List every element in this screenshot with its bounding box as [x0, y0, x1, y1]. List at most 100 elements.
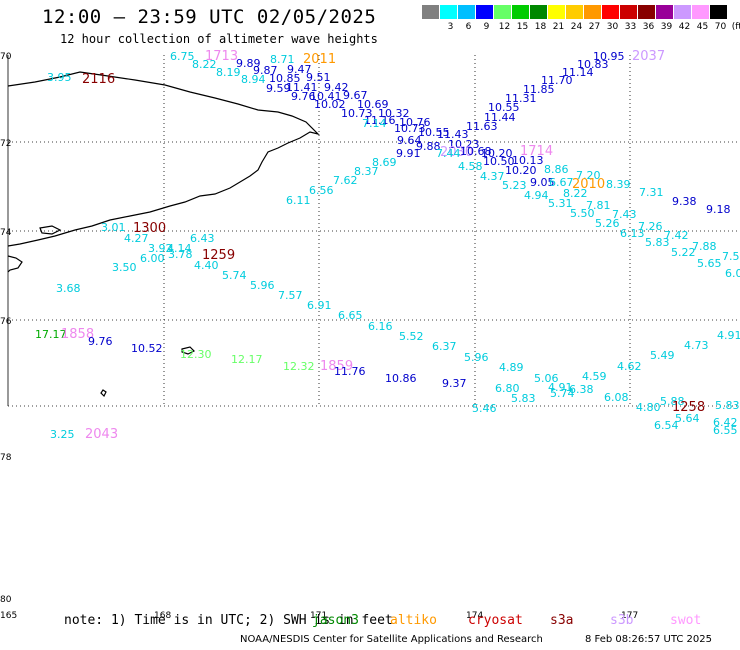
- pass-time-label: 2037: [632, 49, 665, 64]
- wave-height-label: 6.0: [725, 267, 740, 280]
- wave-height-label: 11.70: [541, 74, 573, 87]
- wave-height-label: 7.31: [639, 186, 664, 199]
- wave-height-label: 6.55: [713, 424, 738, 437]
- wave-height-label: 10.73: [341, 107, 373, 120]
- wave-height-label: 4.89: [499, 361, 524, 374]
- colorbar-swatch: [494, 5, 511, 19]
- pass-time-label: 2043: [85, 427, 118, 442]
- wave-height-label: 5.74: [550, 387, 575, 400]
- colorbar-swatch: [656, 5, 673, 19]
- wave-height-label: 6.42: [713, 416, 738, 429]
- colorbar-label: 24: [570, 22, 583, 32]
- wave-height-label: 5.96: [464, 351, 489, 364]
- legend-jason3: jason3: [312, 613, 359, 628]
- wave-height-label: 7.88: [692, 240, 717, 253]
- wave-height-label: 10.86: [385, 372, 417, 385]
- wave-height-label: 7.26: [638, 220, 663, 233]
- colorbar-swatch: [458, 5, 475, 19]
- wave-height-label: 10.23: [448, 138, 480, 151]
- colorbar-label: 12: [498, 22, 511, 32]
- wave-height-label: 9.37: [442, 377, 467, 390]
- wave-height-label: 11.16: [364, 114, 396, 127]
- pass-time-label: 1258: [672, 400, 705, 415]
- wave-height-label: 8.71: [270, 53, 295, 66]
- wave-height-label: 5.96: [250, 279, 275, 292]
- graticule: [8, 55, 740, 407]
- wave-height-label: 5.88: [660, 395, 685, 408]
- lat-label: 72: [0, 139, 11, 149]
- lon-label: 177: [621, 611, 638, 621]
- wave-height-label: 9.38: [672, 195, 697, 208]
- wave-height-label: 10.20: [505, 164, 537, 177]
- lat-label: 70: [0, 52, 12, 62]
- colorbar-swatch: [620, 5, 637, 19]
- wave-height-label: 3.78: [168, 248, 193, 261]
- wave-height-label: 9.18: [706, 203, 731, 216]
- wave-height-label: 6.37: [432, 340, 457, 353]
- wave-height-label: 7.14: [362, 117, 387, 130]
- wave-height-label: 6.00: [140, 252, 165, 265]
- wave-height-label: 11.63: [466, 120, 498, 133]
- wave-height-label: 17.17: [35, 328, 67, 341]
- lon-label: 168: [154, 611, 171, 621]
- pass-time-label: 2030: [440, 145, 473, 160]
- wave-height-label: 7.81: [586, 199, 611, 212]
- wave-height-label: 4.73: [684, 339, 709, 352]
- wave-height-label: 10.13: [512, 154, 544, 167]
- wave-height-label: 10.41: [310, 90, 342, 103]
- wave-height-label: 5.74: [222, 269, 247, 282]
- wave-height-label: 10.32: [378, 107, 410, 120]
- wave-height-label: 6.11: [286, 194, 311, 207]
- wave-height-label: 7.42: [664, 229, 689, 242]
- pass-time-label: 2011: [303, 52, 336, 67]
- wave-height-label: 9.88: [416, 140, 441, 153]
- colorbar-unit: (ft): [731, 22, 740, 32]
- legend-cryosat: cryosat: [468, 613, 523, 628]
- wave-height-label: 9.05: [530, 176, 555, 189]
- wave-height-label: 7.57: [278, 289, 303, 302]
- wave-height-label: 4.27: [124, 232, 149, 245]
- wave-height-label: 6.80: [495, 382, 520, 395]
- wave-height-label: 4.91: [717, 329, 740, 342]
- wave-height-label: 5.26: [595, 217, 620, 230]
- wave-height-label: 6.38: [569, 383, 594, 396]
- colorbar-swatch: [530, 5, 547, 19]
- colorbar-label: 3: [447, 22, 454, 32]
- wave-height-label: 4.91: [548, 381, 573, 394]
- wave-height-label: 9.76: [88, 335, 113, 348]
- wave-height-label: 3.25: [50, 428, 75, 441]
- pass-time-label: 1300: [133, 221, 166, 236]
- wave-height-label: 8.19: [216, 66, 241, 79]
- colorbar-label: 6: [465, 22, 472, 32]
- pass-time-label: 1859: [320, 359, 353, 374]
- wave-height-label: 8.37: [354, 165, 379, 178]
- wave-height-label: 6.13: [620, 227, 645, 240]
- pass-time-label: 1714: [520, 144, 553, 159]
- wave-height-label: 9.47: [287, 63, 312, 76]
- page-title: 12:00 – 23:59 UTC 02/05/2025: [42, 6, 377, 28]
- wave-height-label: 6.54: [654, 419, 679, 432]
- colorbar-swatch: [476, 5, 493, 19]
- colorbar-label: 70: [714, 22, 727, 32]
- wave-height-label: 5.46: [472, 402, 497, 415]
- wave-height-label: 4.40: [194, 259, 219, 272]
- wave-height-label: 12.32: [283, 360, 315, 373]
- wave-height-label: 6.43: [190, 232, 215, 245]
- wave-height-label: 11.76: [334, 365, 366, 378]
- wave-height-label: 4.59: [582, 370, 607, 383]
- wave-height-label: 11.31: [505, 92, 537, 105]
- wave-height-label: 3.50: [112, 261, 137, 274]
- colorbar-label: 21: [552, 22, 565, 32]
- wave-height-label: 10.52: [131, 342, 163, 355]
- generated-timestamp: 8 Feb 08:26:57 UTC 2025: [585, 634, 712, 645]
- wave-height-label: 5.83: [511, 392, 536, 405]
- colorbar-swatch: [638, 5, 655, 19]
- wave-height-label: 9.89: [236, 57, 261, 70]
- colorbar-swatch: [710, 5, 727, 19]
- colorbar-label: 39: [660, 22, 673, 32]
- wave-height-label: 3.92: [148, 242, 173, 255]
- colorbar-swatch: [584, 5, 601, 19]
- wave-height-label: 5.31: [548, 197, 573, 210]
- wave-height-label: 6.56: [309, 184, 334, 197]
